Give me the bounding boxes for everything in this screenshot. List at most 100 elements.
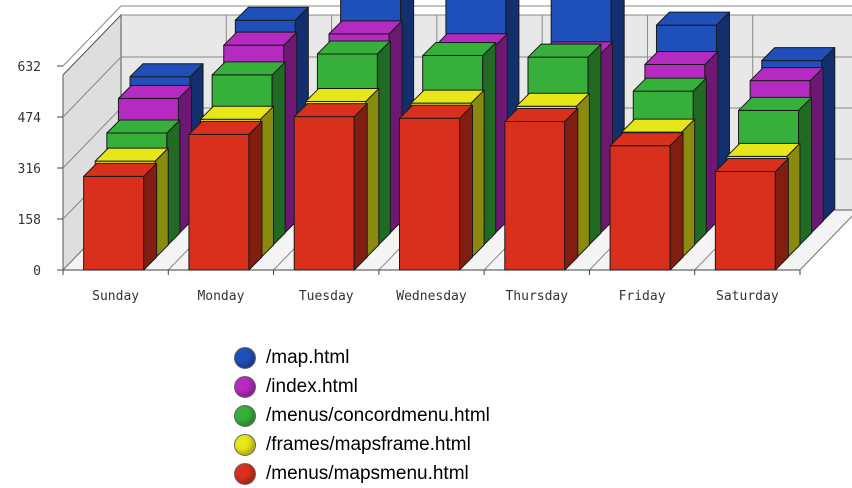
x-tick-label: Thursday [505,289,568,304]
y-tick-label: 316 [18,162,41,177]
legend: /map.html/index.html/menus/concordmenu.h… [234,343,490,488]
legend-swatch-icon [234,404,256,427]
legend-swatch-icon [234,346,256,369]
bar-face [200,105,275,120]
bar-face [305,87,380,102]
bar-face [410,89,485,104]
bar-face [726,142,801,157]
floor-gridline [799,215,852,271]
bar-face [316,40,391,55]
x-tick-label: Monday [197,289,244,304]
legend-label: /menus/concordmenu.html [266,404,490,426]
bar-face [166,119,181,247]
x-tick-label: Saturday [716,289,779,304]
bar-face [293,103,368,118]
bar [504,108,579,271]
bar-face [353,103,368,271]
bar-face [223,31,298,46]
bar-face [106,119,181,134]
bar-face [271,61,286,247]
bar [714,158,789,271]
x-tick-label: Sunday [92,289,139,304]
bar-face [94,147,169,162]
legend-swatch-icon [234,433,256,456]
bar-face [527,43,602,58]
bar-chart: 0 158 316 474 632 Sunday Monday Tuesday Wednesda… [18,0,852,304]
gridline [62,5,122,67]
x-tick-label: Tuesday [299,289,354,304]
bar-face [761,47,836,62]
bar [609,132,684,271]
legend-label: /frames/mapsframe.html [266,433,471,455]
bar-face [714,158,789,173]
bar-face [587,43,602,247]
bar-face [260,105,275,259]
bar-face [621,118,696,133]
legend-label: /index.html [266,375,358,397]
legend-item: /index.html [234,372,490,401]
bar-face [188,133,250,271]
bar-face [515,92,590,107]
bar-face [632,77,707,92]
bar-face [129,63,204,78]
bar-face [609,145,671,271]
bar-face [365,87,380,259]
legend-swatch-icon [234,462,256,485]
bar-face [211,61,286,76]
x-tick-label: Wednesday [396,289,467,304]
bar-face [786,142,801,259]
bar-face [714,171,776,271]
bar-face [83,175,145,271]
bar-face [248,120,263,271]
y-tick-label: 0 [33,264,41,279]
bar-face [504,108,579,123]
bar-face [738,96,813,111]
bar-face [399,117,460,271]
bar-face [575,92,590,259]
gridline [62,56,122,118]
bar-face [482,42,497,247]
gridline [62,107,122,169]
x-tick-label: Friday [619,289,666,304]
legend-item: /map.html [234,343,490,372]
bar-face [470,89,485,259]
bar-face [774,158,789,271]
bar-face [644,51,719,66]
bar-face [422,42,497,57]
bar-face [328,20,403,35]
bar-face [504,121,566,271]
bar-face [669,132,684,271]
bar-face [376,40,391,247]
bar-face [459,104,473,271]
bar [83,162,158,271]
bar-face [821,47,836,223]
bar-face [681,118,696,259]
y-tick-label: 158 [18,213,41,228]
bar-face [564,108,579,271]
y-tick-label: 474 [18,111,42,126]
legend-item: /menus/mapsmenu.html [234,459,490,488]
bar-face [809,67,824,235]
bar-face [692,77,707,247]
bar-face [293,116,355,271]
bar [399,104,473,271]
bar-face [609,132,684,147]
legend-label: /menus/mapsmenu.html [266,462,469,484]
legend-item: /frames/mapsframe.html [234,430,490,459]
bar-face [399,104,473,119]
bar-face [188,120,263,135]
legend-item: /menus/concordmenu.html [234,401,490,430]
bar-face [154,147,169,259]
bar-face [117,84,192,99]
bar-face [655,11,730,26]
bar-face [83,162,158,177]
bar [188,120,263,271]
bar-face [143,162,158,271]
y-tick-label: 632 [18,60,41,75]
bar-face [234,6,309,21]
bar-face [798,96,813,247]
bar [293,103,368,271]
legend-swatch-icon [234,375,256,398]
legend-label: /map.html [266,346,350,368]
bar-face [749,67,824,82]
